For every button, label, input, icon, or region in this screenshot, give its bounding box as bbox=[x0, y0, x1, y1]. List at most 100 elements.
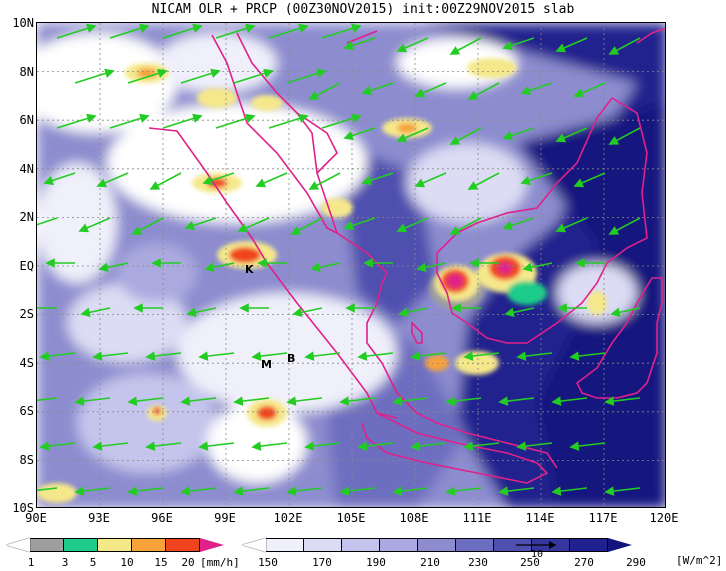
wind-vector-head bbox=[392, 486, 403, 496]
wind-vector-head bbox=[255, 178, 267, 188]
lat-label-8s: 8S bbox=[19, 453, 34, 467]
wind-vector-head bbox=[569, 351, 580, 361]
wind-vector-head bbox=[351, 113, 362, 123]
wind-vector-head bbox=[78, 223, 90, 233]
wind-vector-head bbox=[192, 113, 203, 123]
wind-vector-head bbox=[316, 68, 327, 78]
olr-tick-270: 270 bbox=[574, 556, 594, 569]
wind-vector-head bbox=[445, 396, 456, 406]
olr-colorbar-high-arrow bbox=[608, 538, 632, 552]
wind-vector-head bbox=[555, 223, 567, 233]
wind-vector-head bbox=[39, 441, 50, 451]
wind-vector-head bbox=[398, 307, 409, 318]
wind-vector-head bbox=[92, 441, 103, 451]
lon-label-105e: 105E bbox=[336, 511, 366, 525]
wind-vector-head bbox=[180, 486, 191, 496]
wind-vector-head bbox=[449, 226, 461, 235]
wind-vector-head bbox=[104, 68, 115, 78]
wind-vector-head bbox=[467, 181, 479, 190]
wind-vector-head bbox=[139, 113, 150, 123]
lon-label-102e: 102E bbox=[273, 511, 303, 525]
wind-vector-head bbox=[451, 303, 461, 313]
wind-vector-head bbox=[396, 223, 408, 233]
wind-vector-head bbox=[604, 486, 615, 496]
wind-vector-head bbox=[149, 181, 161, 190]
wind-vector-head bbox=[257, 258, 267, 268]
wind-vector bbox=[37, 397, 58, 402]
wind-vector-head bbox=[551, 396, 562, 406]
precip-colorbar-low-arrow bbox=[6, 538, 30, 552]
wind-vector-head bbox=[610, 307, 621, 318]
wind-vector-head bbox=[298, 23, 309, 33]
map-title: NICAM OLR + PRCP (00Z30NOV2015) init:00Z… bbox=[151, 2, 575, 17]
olr-colorbar-low-arrow bbox=[242, 538, 266, 552]
precip-tick-15: 15 bbox=[154, 556, 168, 569]
olr-swatch-4 bbox=[380, 538, 418, 552]
wind-vector-head bbox=[555, 133, 567, 143]
wind-vector-head bbox=[239, 303, 249, 313]
wind-vector-head bbox=[192, 23, 203, 33]
wind-vector-head bbox=[304, 441, 315, 451]
wind-vector-head bbox=[520, 85, 531, 96]
wind-vector-head bbox=[286, 486, 297, 496]
lon-label-108e: 108E bbox=[399, 511, 429, 525]
precip-tick-20: 20 bbox=[181, 556, 195, 569]
marker-m: M bbox=[261, 358, 272, 371]
wind-vector-head bbox=[343, 130, 354, 141]
wind-vector-head bbox=[504, 307, 515, 318]
wind-vector-head bbox=[502, 130, 513, 141]
wind-vector-head bbox=[604, 396, 615, 406]
olr-tick-210: 210 bbox=[420, 556, 440, 569]
wind-vectors bbox=[37, 23, 641, 496]
lat-label-2n: 2N bbox=[19, 210, 34, 224]
precip-tick-3: 3 bbox=[61, 556, 69, 569]
wind-vector-head bbox=[210, 68, 221, 78]
wind-vector-head bbox=[516, 441, 527, 451]
wind-vector-head bbox=[414, 178, 426, 188]
olr-colorbar bbox=[242, 538, 632, 552]
wind-vector-head bbox=[557, 303, 567, 313]
lat-lon-grid bbox=[37, 23, 665, 507]
wind-vector-head bbox=[608, 46, 620, 55]
wind-vector-head bbox=[569, 441, 580, 451]
wind-vector-head bbox=[361, 85, 372, 96]
wind-vector-head bbox=[127, 396, 138, 406]
wind-vector-head bbox=[251, 441, 262, 451]
lat-label-10s: 10S bbox=[12, 501, 34, 515]
wind-vector-head bbox=[186, 307, 197, 318]
wind-vector-head bbox=[310, 262, 321, 273]
olr-swatch-5 bbox=[418, 538, 456, 552]
wind-vector-head bbox=[357, 441, 368, 451]
map-panel[interactable] bbox=[36, 22, 666, 508]
wind-vector-head bbox=[445, 486, 456, 496]
wind-vector-head bbox=[204, 262, 215, 273]
wind-vector-head bbox=[608, 226, 620, 235]
wind-vector-head bbox=[361, 175, 372, 186]
wind-vector-head bbox=[339, 396, 350, 406]
wind-vector-head bbox=[74, 486, 85, 496]
precip-swatch-5 bbox=[166, 538, 200, 552]
lon-label-117e: 117E bbox=[588, 511, 618, 525]
olr-swatch-6 bbox=[456, 538, 494, 552]
lon-label-114e: 114E bbox=[525, 511, 555, 525]
wind-vector-head bbox=[45, 258, 55, 268]
wind-vector-head bbox=[184, 220, 195, 231]
wind-vector-head bbox=[469, 258, 479, 268]
olr-swatch-3 bbox=[342, 538, 380, 552]
wind-vector-head bbox=[449, 46, 461, 55]
wind-vector-head bbox=[498, 486, 509, 496]
wind-vector-head bbox=[304, 351, 315, 361]
olr-tick-230: 230 bbox=[468, 556, 488, 569]
marker-b: B bbox=[287, 352, 296, 365]
precip-tick-1: 1 bbox=[27, 556, 35, 569]
coastlines bbox=[148, 27, 665, 484]
lat-label-6s: 6S bbox=[19, 404, 34, 418]
olr-swatch-2 bbox=[304, 538, 342, 552]
olr-tick-290: 290 bbox=[626, 556, 646, 569]
precip-tick-5: 5 bbox=[89, 556, 97, 569]
lat-label-10n: 10N bbox=[12, 16, 34, 30]
lat-label-eq: EQ bbox=[19, 259, 34, 273]
wind-vector-head bbox=[131, 226, 143, 235]
wind-vector-head bbox=[339, 486, 350, 496]
wind-vector-head bbox=[351, 23, 362, 33]
